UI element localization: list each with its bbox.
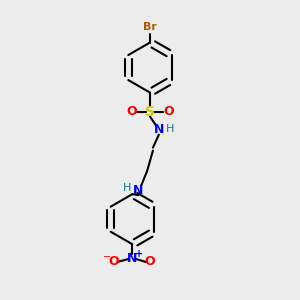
Text: −: − (103, 252, 111, 262)
Text: H: H (123, 183, 131, 193)
Text: S: S (145, 105, 155, 119)
Text: N: N (127, 252, 137, 266)
Text: H: H (166, 124, 174, 134)
Text: O: O (145, 255, 155, 268)
Text: +: + (135, 249, 143, 259)
Text: N: N (154, 124, 164, 136)
Text: O: O (163, 105, 174, 118)
Text: N: N (133, 184, 143, 197)
Text: Br: Br (143, 22, 157, 32)
Text: O: O (126, 105, 137, 118)
Text: O: O (108, 255, 119, 268)
